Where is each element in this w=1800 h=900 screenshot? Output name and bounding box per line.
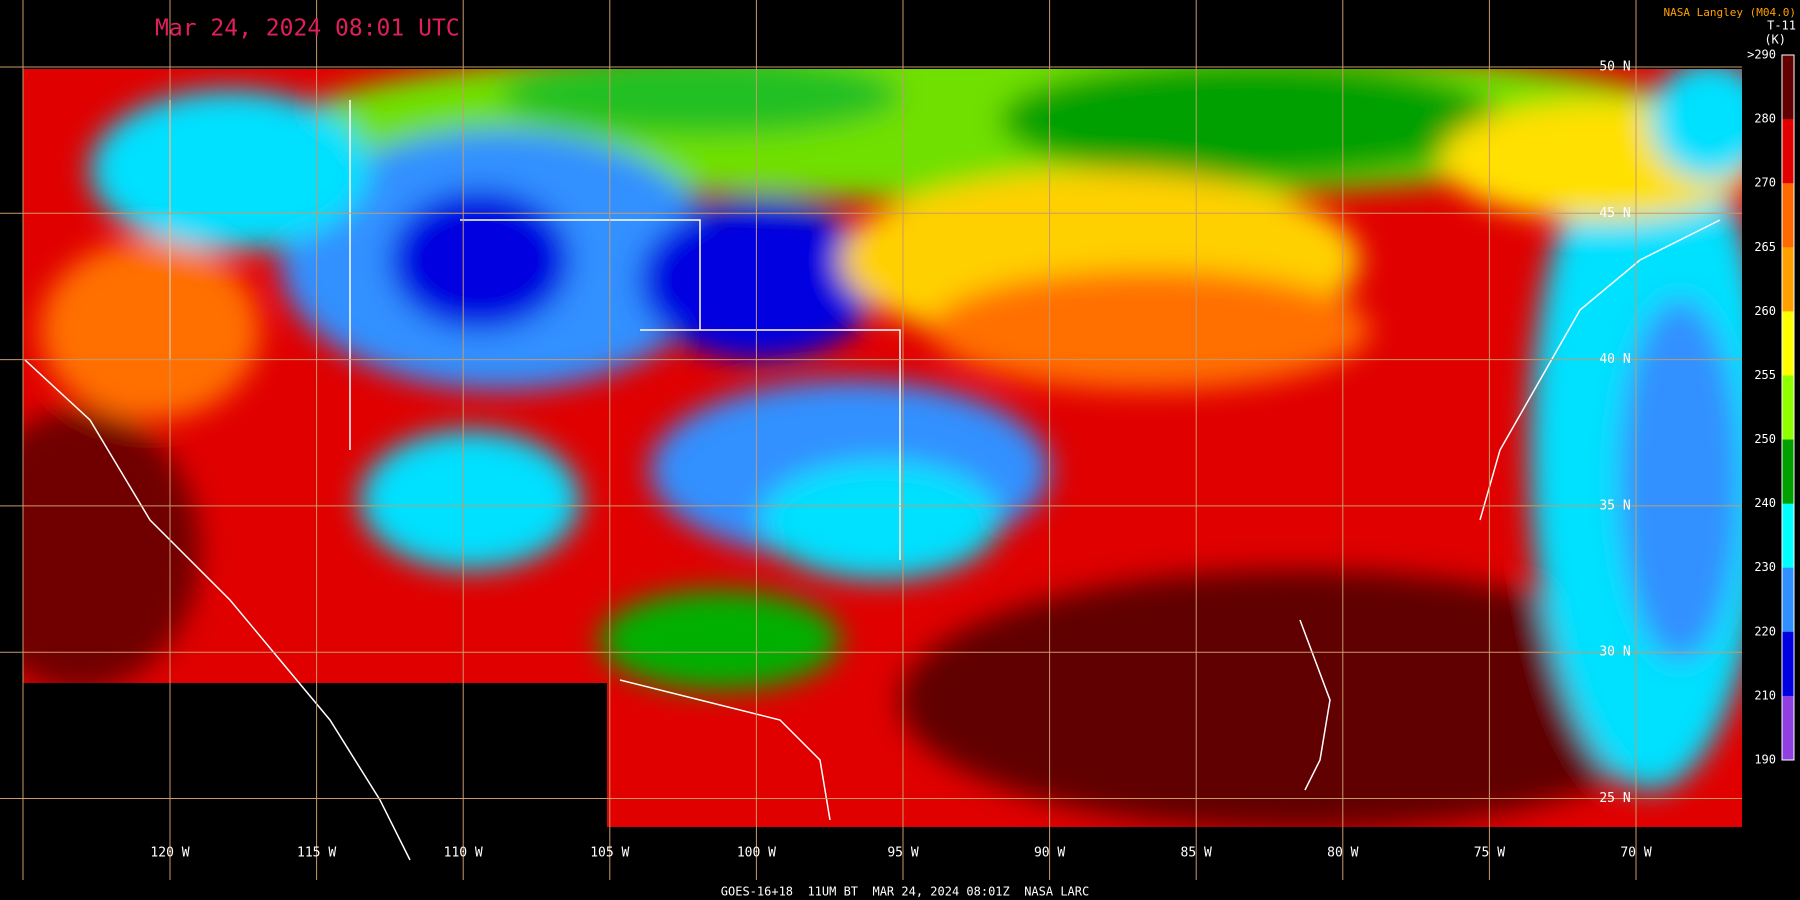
colorbar-segment	[1782, 695, 1794, 761]
colorbar-label: 210	[1754, 688, 1776, 702]
longitude-label: 95 W	[887, 846, 918, 861]
colorbar-frame	[1781, 54, 1795, 761]
channel: T-11	[1767, 19, 1796, 33]
longitude-label: 75 W	[1474, 846, 1505, 861]
footer: GOES-16+18 11UM BT MAR 24, 2024 08:01Z N…	[721, 885, 1089, 899]
colorbar-segment	[1782, 439, 1794, 505]
colorbar-label: 240	[1754, 496, 1776, 510]
latitude-label: 25 N	[1599, 791, 1630, 806]
colorbar-label: 220	[1754, 624, 1776, 638]
latitude-label: 35 N	[1599, 498, 1630, 513]
longitude-label: 120 W	[150, 846, 189, 861]
colorbar-segment	[1782, 631, 1794, 697]
longitude-label: 70 W	[1620, 846, 1651, 861]
colorbar-segment	[1782, 119, 1794, 184]
title: Mar 24, 2024 08:01 UTC	[155, 16, 460, 42]
colorbar-label: 280	[1754, 112, 1776, 126]
longitude-label: 90 W	[1034, 846, 1065, 861]
longitude-label: 80 W	[1327, 846, 1358, 861]
longitude-label: 100 W	[737, 846, 776, 861]
colorbar-segment	[1782, 311, 1794, 376]
longitude-label: 110 W	[444, 846, 483, 861]
colorbar-label: >290	[1747, 48, 1776, 62]
latitude-label: 45 N	[1599, 206, 1630, 221]
latitude-label: 50 N	[1599, 60, 1630, 75]
colorbar-segment	[1782, 375, 1794, 441]
source: NASA Langley (M04.0)	[1664, 6, 1796, 19]
colorbar-label: 265	[1754, 240, 1776, 254]
colorbar-label: 255	[1754, 368, 1776, 382]
colorbar-segment	[1782, 55, 1794, 120]
longitude-label: 85 W	[1181, 846, 1212, 861]
latitude-label: 40 N	[1599, 352, 1630, 367]
colorbar-label: 260	[1754, 304, 1776, 318]
latitude-label: 30 N	[1599, 645, 1630, 660]
colorbar-label: 250	[1754, 432, 1776, 446]
colorbar-segment	[1782, 247, 1794, 312]
colorbar-label: 270	[1754, 176, 1776, 190]
longitude-label: 105 W	[590, 846, 629, 861]
colorbar-label: 230	[1754, 560, 1776, 574]
colorbar-label: 190	[1754, 753, 1776, 767]
unit: (K)	[1764, 33, 1786, 47]
colorbar-segment	[1782, 503, 1794, 569]
colorbar-segment	[1782, 567, 1794, 633]
longitude-label: 115 W	[297, 846, 336, 861]
colorbar-segment	[1782, 183, 1794, 248]
